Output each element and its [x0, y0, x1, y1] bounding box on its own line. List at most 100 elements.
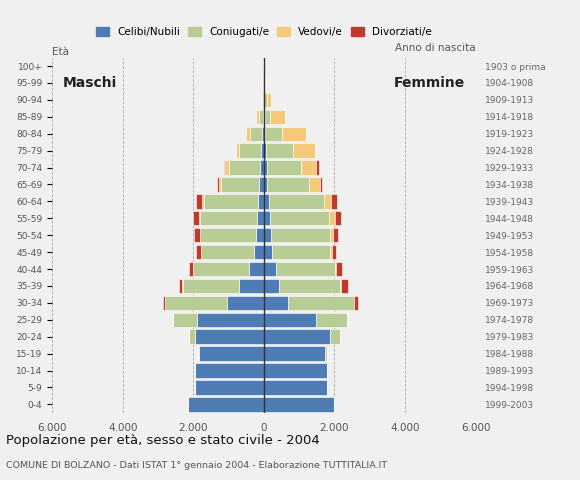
Bar: [332, 245, 336, 259]
Bar: [264, 76, 265, 90]
Bar: [258, 194, 264, 209]
Bar: [266, 144, 293, 158]
Bar: [267, 93, 271, 107]
Bar: [264, 397, 334, 411]
Bar: [264, 363, 327, 378]
Bar: [249, 262, 264, 276]
Text: Anno di nascita: Anno di nascita: [395, 43, 476, 53]
Bar: [260, 160, 264, 175]
Bar: [266, 127, 282, 141]
Bar: [317, 160, 319, 175]
Bar: [204, 194, 258, 209]
Bar: [264, 245, 273, 259]
Bar: [200, 211, 257, 226]
Bar: [340, 279, 347, 293]
Bar: [335, 262, 336, 276]
Bar: [324, 194, 331, 209]
Bar: [264, 347, 325, 361]
Bar: [329, 245, 332, 259]
Bar: [253, 245, 264, 259]
Bar: [264, 380, 327, 395]
Bar: [279, 279, 340, 293]
Bar: [261, 93, 262, 107]
Bar: [173, 312, 197, 327]
Bar: [264, 329, 330, 344]
Bar: [200, 228, 256, 242]
Bar: [257, 211, 264, 226]
Bar: [267, 177, 309, 192]
Bar: [189, 329, 195, 344]
Bar: [263, 109, 264, 124]
Bar: [195, 363, 264, 378]
Bar: [301, 160, 317, 175]
Bar: [201, 245, 253, 259]
Bar: [199, 211, 200, 226]
Bar: [264, 228, 271, 242]
Bar: [165, 296, 227, 310]
Bar: [264, 312, 316, 327]
Text: Maschi: Maschi: [63, 76, 117, 90]
Bar: [335, 211, 342, 226]
Bar: [229, 160, 260, 175]
Bar: [259, 109, 263, 124]
Bar: [264, 93, 267, 107]
Bar: [262, 127, 264, 141]
Bar: [163, 296, 165, 310]
Bar: [333, 228, 338, 242]
Bar: [193, 211, 199, 226]
Bar: [273, 245, 329, 259]
Bar: [329, 211, 335, 226]
Bar: [264, 127, 266, 141]
Bar: [330, 329, 340, 344]
Bar: [195, 380, 264, 395]
Bar: [196, 194, 202, 209]
Bar: [197, 312, 264, 327]
Bar: [264, 296, 288, 310]
Text: Popolazione per età, sesso e stato civile - 2004: Popolazione per età, sesso e stato civil…: [6, 434, 320, 447]
Bar: [264, 279, 279, 293]
Bar: [198, 347, 264, 361]
Bar: [227, 296, 264, 310]
Bar: [282, 127, 306, 141]
Bar: [236, 144, 239, 158]
Bar: [189, 262, 193, 276]
Bar: [270, 211, 329, 226]
Bar: [226, 160, 229, 175]
Bar: [195, 329, 264, 344]
Bar: [267, 160, 301, 175]
Bar: [265, 109, 270, 124]
Bar: [219, 177, 220, 192]
Legend: Celibi/Nubili, Coniugati/e, Vedovi/e, Divorziati/e: Celibi/Nubili, Coniugati/e, Vedovi/e, Di…: [96, 27, 432, 37]
Bar: [264, 262, 276, 276]
Bar: [202, 194, 204, 209]
Bar: [224, 160, 226, 175]
Bar: [264, 109, 265, 124]
Bar: [331, 194, 338, 209]
Bar: [270, 109, 285, 124]
Text: COMUNE DI BOLZANO - Dati ISTAT 1° gennaio 2004 - Elaborazione TUTTITALIA.IT: COMUNE DI BOLZANO - Dati ISTAT 1° gennai…: [6, 461, 387, 470]
Bar: [329, 228, 333, 242]
Bar: [320, 177, 322, 192]
Bar: [261, 144, 264, 158]
Bar: [309, 177, 320, 192]
Bar: [264, 194, 269, 209]
Bar: [196, 245, 201, 259]
Bar: [325, 347, 327, 361]
Text: Femmine: Femmine: [394, 76, 465, 90]
Bar: [336, 262, 342, 276]
Bar: [293, 144, 316, 158]
Bar: [256, 228, 264, 242]
Bar: [264, 211, 270, 226]
Bar: [250, 127, 262, 141]
Bar: [246, 127, 250, 141]
Bar: [316, 312, 347, 327]
Bar: [193, 262, 249, 276]
Bar: [218, 177, 219, 192]
Bar: [183, 279, 239, 293]
Bar: [200, 228, 201, 242]
Bar: [256, 109, 259, 124]
Bar: [179, 279, 183, 293]
Bar: [239, 144, 261, 158]
Bar: [262, 93, 263, 107]
Bar: [264, 144, 266, 158]
